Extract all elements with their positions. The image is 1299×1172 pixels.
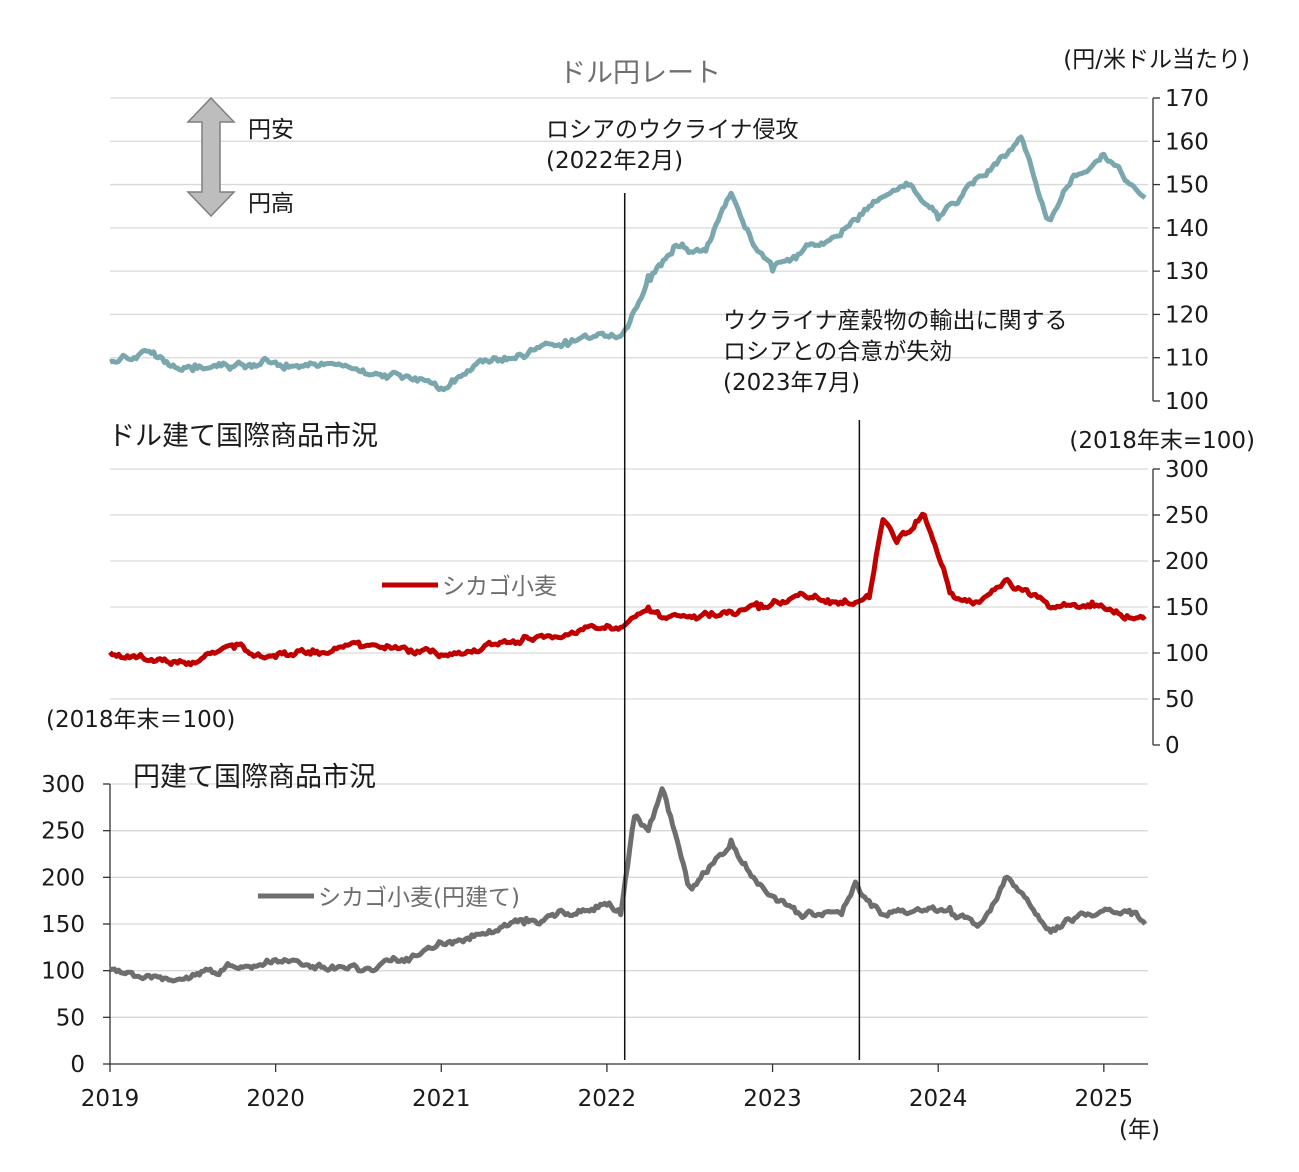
jpy-commodity-legend: シカゴ小麦(円建て) [258,885,520,911]
usd-commodity-tick-label: 300 [1165,457,1209,483]
jpy-commodity-tick-label: 250 [41,819,85,845]
usd-commodity-tick-label: 200 [1165,549,1209,575]
double-arrow-icon [186,96,236,218]
jpy-commodity-tick-label: 100 [41,959,85,985]
usd-commodity-panel: ドル建て国際商品市況 (2018年末=100) 0 50 100 150 200 250 3… [108,421,1255,759]
usdjpy-line [109,134,1147,393]
wheat-jpy-line [109,786,1148,984]
usdjpy-tick-label: 120 [1165,302,1209,328]
jpy-commodity-tick-label: 0 [70,1052,85,1078]
usd-commodity-unit: (2018年末=100) [1069,428,1255,454]
legend-label-wheat-jpy: シカゴ小麦(円建て) [318,885,520,911]
usd-commodity-tick-label: 50 [1165,687,1194,713]
x-tick-label: 2021 [412,1086,471,1112]
usd-commodity-legend: シカゴ小麦 [382,574,557,600]
x-tick-label: 2025 [1075,1086,1134,1112]
jpy-commodity-title: 円建て国際商品市況 [133,762,376,793]
jpy-commodity-y-axis: 0 50 100 150 200 250 300 [41,772,111,1078]
jpy-commodity-panel: (2018年末＝100) 円建て国際商品市況 0 50 100 150 200 250 30… [41,707,1160,1143]
time-x-axis: 2019 2020 2021 2022 2023 2024 2025 (年) [81,1063,1160,1143]
usdjpy-tick-label: 140 [1165,216,1209,242]
yen-strong-label: 円高 [248,191,294,217]
event-label: (2022年2月) [546,148,683,174]
jpy-commodity-gridlines [110,783,1148,1018]
usdjpy-panel: ドル円レート (円/米ドル当たり) 1001101201301401501601… [109,47,1250,415]
event-label: (2023年7月) [723,370,860,396]
usd-commodity-gridlines [110,468,1148,700]
wheat-usd-line [108,511,1147,668]
usdjpy-tick-label: 170 [1165,86,1209,112]
usdjpy-gridlines [110,97,1148,359]
usd-commodity-y-axis: 0 50 100 150 200 250 300 [1152,457,1209,759]
legend-label-wheat: シカゴ小麦 [442,574,557,600]
usd-commodity-tick-label: 250 [1165,503,1209,529]
x-tick-label: 2024 [909,1086,968,1112]
jpy-commodity-tick-label: 300 [41,772,85,798]
x-tick-label: 2023 [743,1086,802,1112]
event-label: ロシアとの合意が失効 [723,339,952,365]
x-axis-unit: (年) [1119,1117,1160,1143]
usdjpy-tick-label: 110 [1165,346,1209,372]
usd-commodity-tick-label: 150 [1165,595,1209,621]
usdjpy-tick-label: 100 [1165,389,1209,415]
event-label: ロシアのウクライナ侵攻 [546,117,799,143]
x-tick-label: 2022 [578,1086,637,1112]
x-tick-label: 2020 [246,1086,305,1112]
usd-commodity-title: ドル建て国際商品市況 [108,421,378,452]
event-label: ウクライナ産穀物の輸出に関する [723,308,1068,334]
jpy-commodity-tick-label: 150 [41,912,85,938]
usdjpy-unit: (円/米ドル当たり) [1063,47,1250,73]
jpy-commodity-unit: (2018年末＝100) [46,707,235,733]
usdjpy-tick-label: 160 [1165,129,1209,155]
usd-commodity-tick-label: 100 [1165,641,1209,667]
yen-direction-indicator: 円安 円高 [186,96,294,218]
usdjpy-title: ドル円レート [559,58,721,89]
usdjpy-y-axis: 100 110 120 130 140 150 160 170 [1152,86,1209,415]
x-tick-label: 2019 [81,1086,140,1112]
usdjpy-tick-label: 150 [1165,173,1209,199]
jpy-commodity-tick-label: 50 [56,1005,85,1031]
usdjpy-tick-label: 130 [1165,259,1209,285]
yen-weak-label: 円安 [248,117,294,143]
event-markers: ロシアのウクライナ侵攻 (2022年2月) ウクライナ産穀物の輸出に関するロシアとの… [546,117,1068,1060]
jpy-commodity-tick-label: 200 [41,865,85,891]
usd-commodity-tick-label: 0 [1165,733,1180,759]
